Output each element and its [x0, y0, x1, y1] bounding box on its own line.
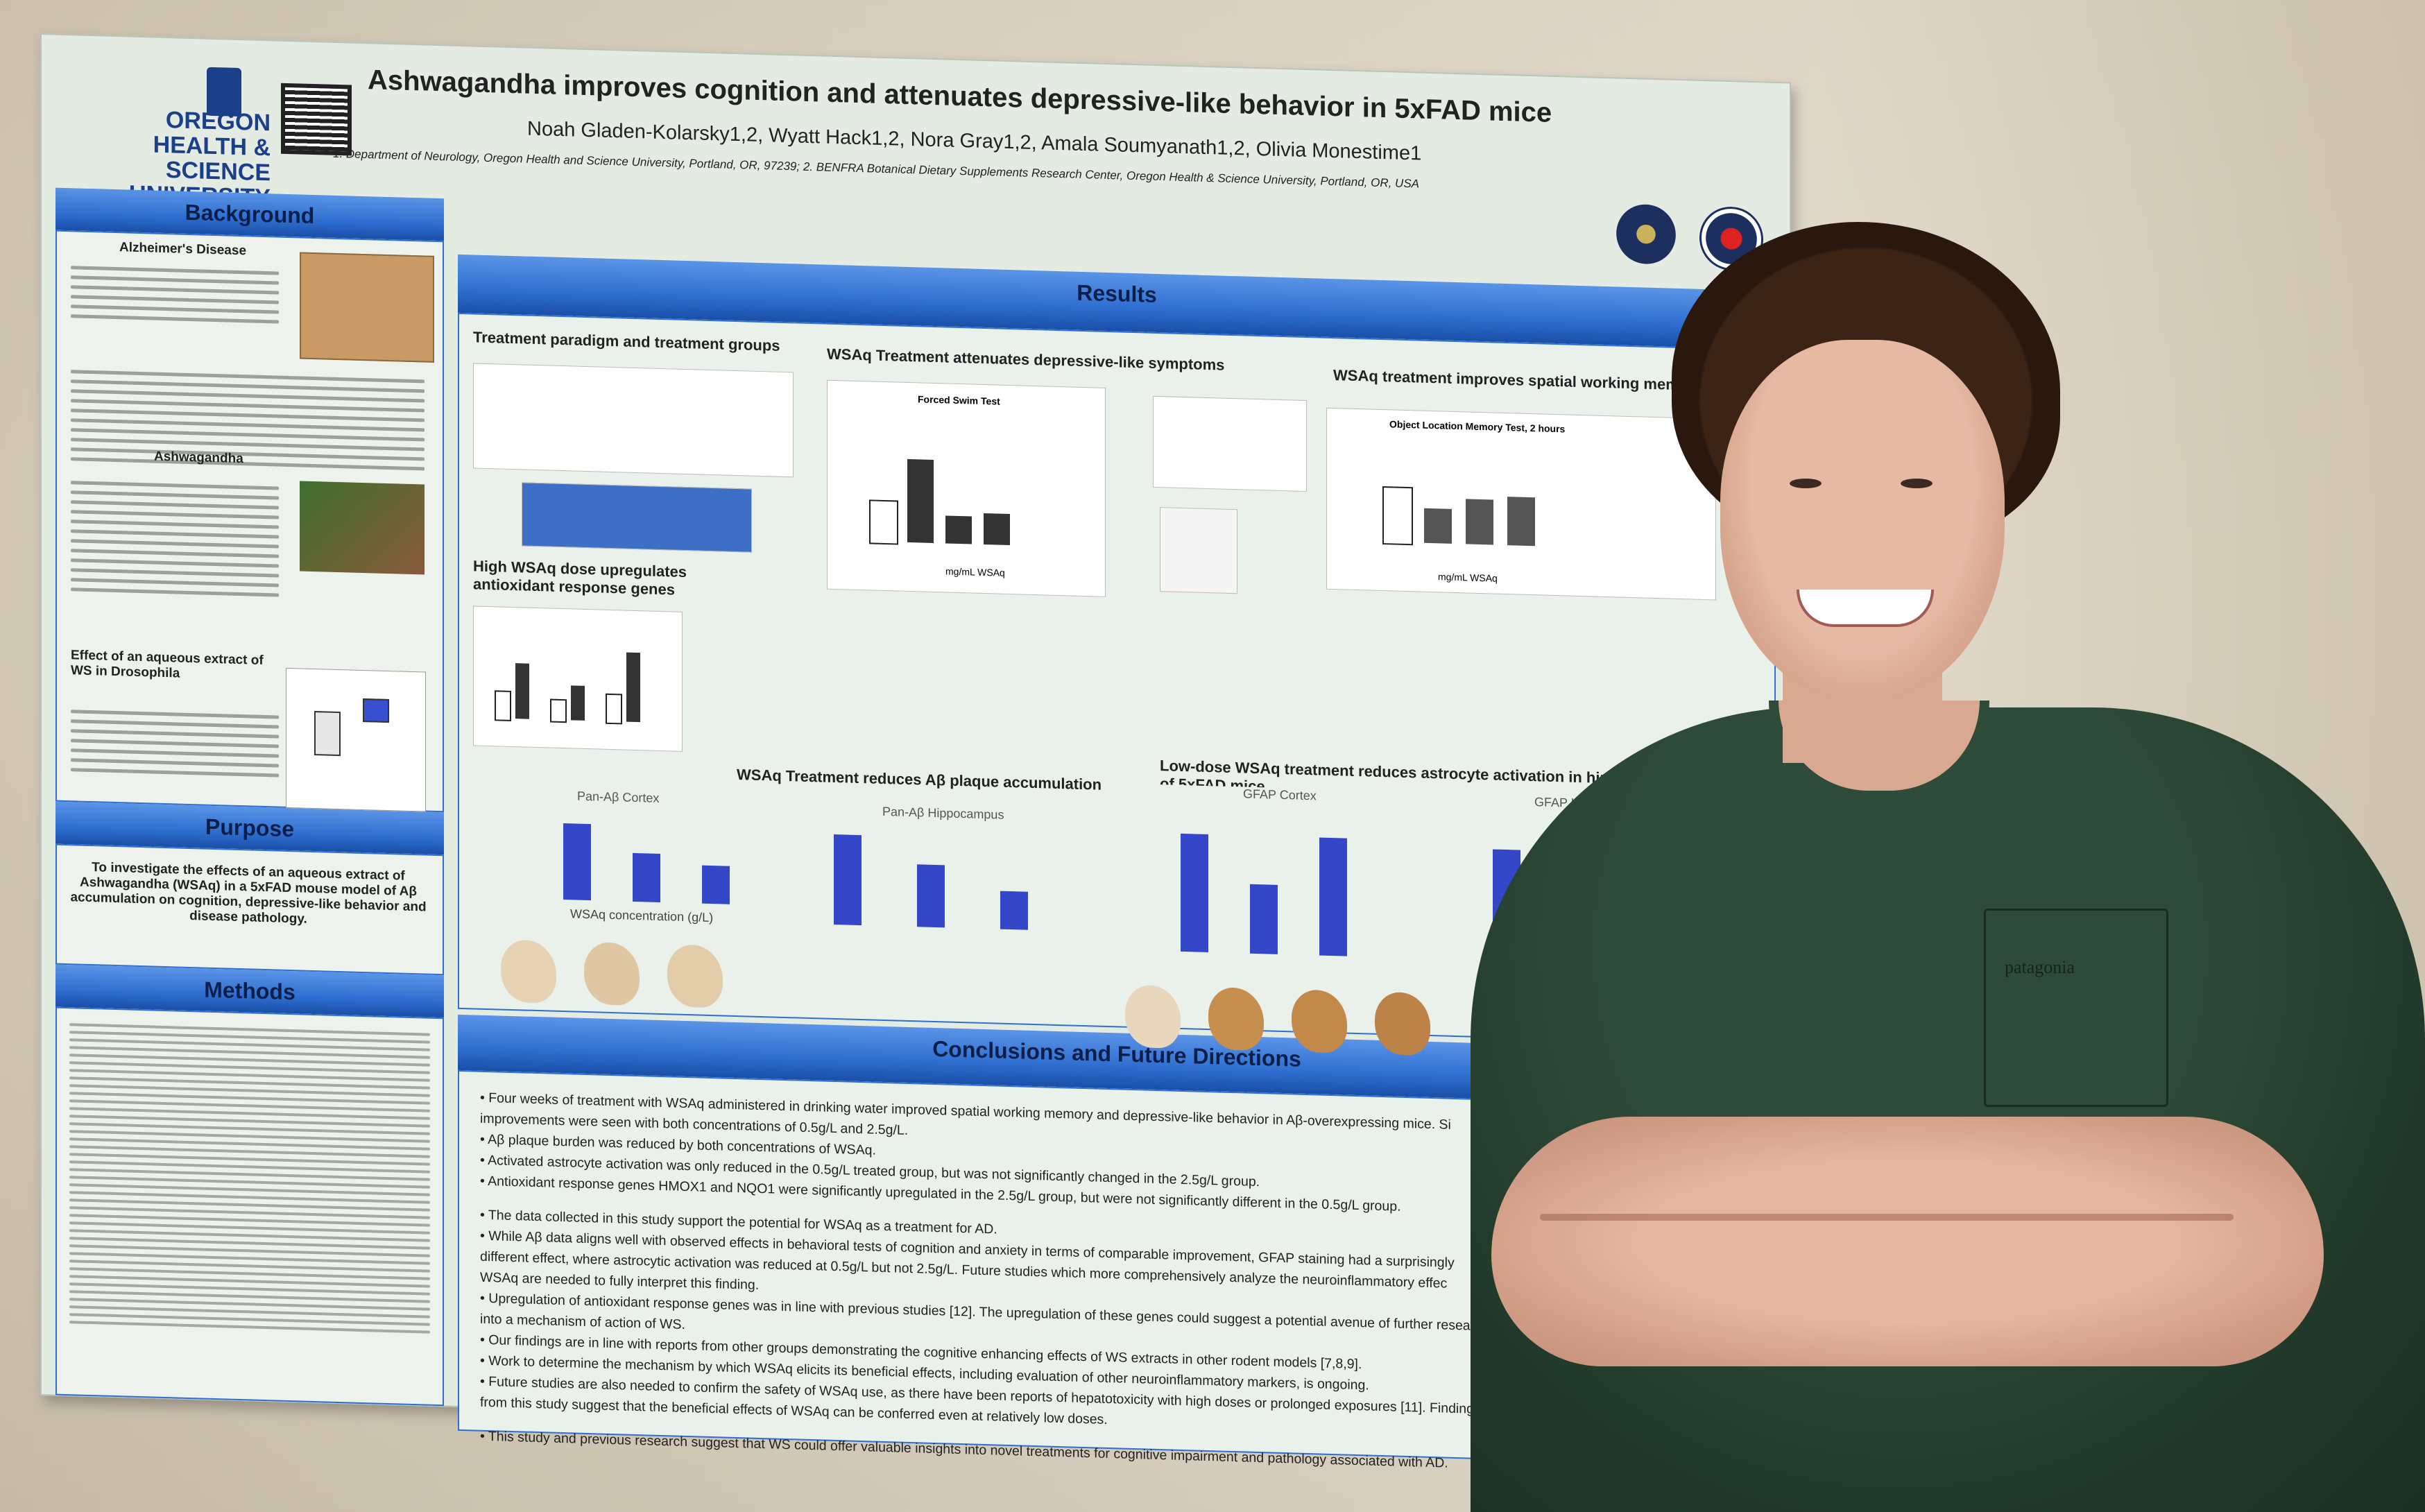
fst-xlabel: mg/mL WSAq [945, 565, 1005, 578]
gene-bar [495, 690, 511, 721]
fst-bar [907, 458, 934, 543]
background-text-block [71, 474, 279, 603]
cortex-title: Pan-Aβ Cortex [577, 789, 660, 805]
ohsu-logo: OREGON HEALTH & SCIENCE UNIVERSITY [90, 64, 271, 211]
swim-cylinder-figure [1160, 507, 1237, 594]
gfap-bar [1250, 884, 1278, 954]
purpose-text: To investigate the effects of an aqueous… [70, 860, 427, 927]
plaque-bar [633, 852, 660, 902]
plaque-bar [563, 823, 591, 901]
fst-bar [945, 515, 972, 544]
brain-section-image [501, 939, 556, 1004]
cortex-plaque-chart: Pan-Aβ Cortex WSAq concentration (g/L) [473, 786, 764, 927]
person-photo: patagonia [1471, 222, 2425, 1512]
gfap-bar [1319, 837, 1347, 956]
antioxidant-heading: High WSAq dose upregulates antioxidant r… [473, 557, 687, 599]
gene-bar [515, 663, 529, 719]
fst-bar [984, 513, 1010, 546]
alz-heading: Alzheimer's Disease [119, 240, 247, 259]
gfap-cortex-title: GFAP Cortex [1243, 787, 1317, 803]
brain-section-image [1292, 989, 1347, 1054]
smiling-face [1720, 340, 2005, 701]
olm-bar [1382, 486, 1413, 546]
brain-section-image [667, 944, 723, 1008]
drosophila-heading: Effect of an aqueous extract of WS in Dr… [71, 648, 264, 681]
gene-bar [571, 685, 585, 721]
plaque-bar [1000, 891, 1028, 930]
crossed-arms [1491, 1117, 2324, 1366]
gene-expression-chart [473, 605, 683, 752]
plaque-bar [917, 864, 945, 928]
plaque-bar [702, 865, 730, 904]
qr-code-icon [281, 83, 352, 156]
smile [1797, 590, 1934, 627]
gfap-cortex-chart: GFAP Cortex [1125, 783, 1430, 986]
drosophila-boxplot-figure [286, 667, 426, 812]
background-text-block [71, 363, 425, 476]
forced-swim-chart: Forced Swim Test mg/mL WSAq [827, 379, 1106, 597]
ashwagandha-plant-photo [300, 481, 425, 575]
background-text-block [71, 259, 279, 329]
plaque-bar [834, 834, 862, 926]
hippo-title: Pan-Aβ Hippocampus [882, 804, 1004, 822]
methods-section [55, 1006, 444, 1407]
eye-right [1901, 479, 1933, 488]
cortex-xlabel: WSAq concentration (g/L) [570, 907, 714, 925]
brain-section-image [1208, 987, 1264, 1051]
gene-bar [550, 698, 567, 723]
left-column: Background Alzheimer's Disease Ashwagand… [55, 187, 444, 1407]
green-t-shirt [1471, 707, 2425, 1512]
pocket-logo-text: patagonia [2005, 957, 2075, 977]
gene-bar [626, 652, 640, 723]
brain-section-image [1375, 991, 1430, 1056]
olm-bar [1424, 508, 1452, 544]
depressive-heading: WSAq Treatment attenuates depressive-lik… [827, 345, 1225, 374]
brain-section-image [584, 941, 640, 1006]
background-section: Alzheimer's Disease Ashwagandha Effect o… [55, 230, 444, 813]
fst-bar [869, 499, 898, 545]
shirt-pocket [1984, 909, 2168, 1107]
olm-schematic-figure [1153, 395, 1307, 492]
neuron-cartoon-figure [300, 252, 434, 363]
paradigm-heading: Treatment paradigm and treatment groups [473, 328, 780, 354]
arm-fold [1540, 1214, 2234, 1221]
background-text-block [71, 703, 279, 783]
brain-section-image [1125, 984, 1181, 1049]
gfap-bar [1181, 833, 1208, 953]
purpose-section: To investigate the effects of an aqueous… [55, 843, 444, 976]
ashwagandha-heading: Ashwagandha [154, 449, 243, 467]
eye-left [1790, 479, 1822, 488]
treatment-groups-table [522, 482, 752, 553]
hippocampus-plaque-chart: Pan-Aβ Hippocampus [778, 801, 1070, 942]
gene-bar [606, 693, 622, 725]
fst-title: Forced Swim Test [918, 393, 1000, 407]
paradigm-timeline-figure [473, 363, 794, 478]
plaque-heading: WSAq Treatment reduces Aβ plaque accumul… [737, 766, 1102, 793]
